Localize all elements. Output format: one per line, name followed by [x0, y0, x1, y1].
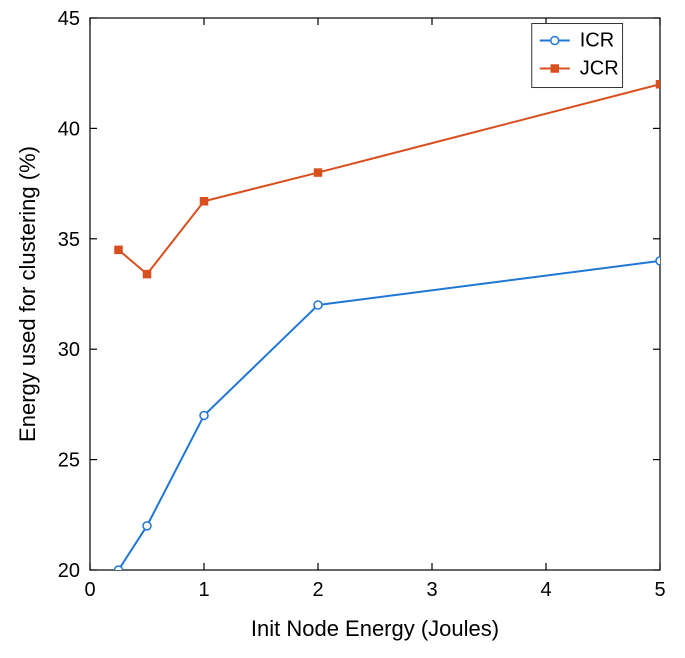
- y-tick-label: 20: [58, 560, 80, 582]
- x-axis-label: Init Node Energy (Joules): [251, 616, 499, 641]
- legend-label-jcr: JCR: [580, 58, 619, 80]
- x-tick-label: 1: [198, 579, 209, 601]
- energy-clustering-chart: 012345202530354045Init Node Energy (Joul…: [0, 0, 685, 658]
- x-tick-label: 3: [426, 579, 437, 601]
- y-tick-label: 30: [58, 339, 80, 361]
- chart-svg: 012345202530354045Init Node Energy (Joul…: [0, 0, 685, 658]
- x-tick-label: 4: [540, 579, 551, 601]
- y-tick-label: 35: [58, 229, 80, 251]
- legend-label-icr: ICR: [580, 30, 614, 52]
- x-tick-label: 0: [84, 579, 95, 601]
- chart-legend: ICR JCR: [532, 24, 623, 88]
- y-tick-label: 45: [58, 8, 80, 30]
- y-tick-label: 40: [58, 118, 80, 140]
- y-tick-label: 25: [58, 450, 80, 472]
- x-tick-label: 2: [312, 579, 323, 601]
- y-axis-label: Energy used for clustering (%): [15, 146, 40, 442]
- x-tick-label: 5: [654, 579, 665, 601]
